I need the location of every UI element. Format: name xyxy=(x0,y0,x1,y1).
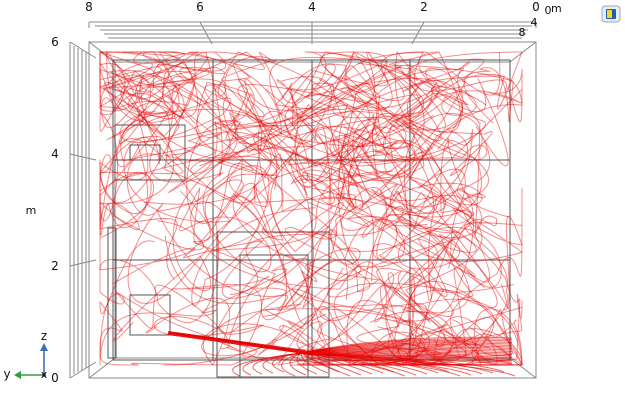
depth-axis-unit: m xyxy=(551,2,562,15)
streamline xyxy=(99,68,201,132)
streamline xyxy=(212,62,460,301)
triad-y-label: y xyxy=(3,367,10,381)
streamline xyxy=(284,94,393,309)
streamline xyxy=(332,51,493,228)
streamline xyxy=(274,51,487,162)
triad-origin xyxy=(42,373,46,377)
streamline xyxy=(290,51,461,180)
streamline xyxy=(199,78,434,214)
top-axis-tick-marks xyxy=(88,21,537,45)
left-tick-4: 4 xyxy=(51,147,59,161)
jet-core xyxy=(167,331,306,354)
left-axis-ticks: 6 4 2 0 m xyxy=(26,35,59,385)
streamline xyxy=(201,139,356,357)
streamline xyxy=(216,50,463,183)
streamline xyxy=(389,208,524,366)
streamline xyxy=(99,82,344,325)
streamline xyxy=(112,70,254,342)
streamline xyxy=(172,276,523,364)
streamline xyxy=(280,51,370,211)
streamline xyxy=(221,51,523,176)
streamline xyxy=(263,306,430,366)
axis-triad: z y x xyxy=(3,329,48,381)
depth-tick-8: 8 xyxy=(519,26,526,39)
streamline xyxy=(156,63,489,299)
streamline xyxy=(269,51,501,176)
left-tick-0: 0 xyxy=(51,371,59,385)
depth-tick-4: 4 xyxy=(531,16,538,29)
streamline xyxy=(311,51,446,238)
streamline xyxy=(99,51,226,129)
outlet-streamline xyxy=(304,351,513,364)
streamline xyxy=(115,75,316,306)
triad-z-arrow-icon xyxy=(40,343,48,351)
top-tick-0: 0 xyxy=(532,0,540,14)
streamline xyxy=(296,188,510,366)
streamline xyxy=(290,63,465,182)
streamline xyxy=(99,240,257,366)
top-tick-2: 2 xyxy=(420,0,428,14)
left-axis-unit: m xyxy=(26,204,37,217)
triad-x-label: x xyxy=(41,368,48,381)
streamline xyxy=(98,51,330,252)
streamline xyxy=(143,94,421,241)
streamline xyxy=(99,133,360,323)
streamline xyxy=(99,172,311,366)
streamline xyxy=(237,58,523,215)
streamlines xyxy=(98,50,524,377)
streamline xyxy=(106,51,371,147)
streamline xyxy=(98,136,445,304)
streamline xyxy=(123,136,498,366)
streamline xyxy=(99,62,279,222)
streamline xyxy=(302,68,523,190)
streamline xyxy=(347,136,483,260)
left-tick-6: 6 xyxy=(51,35,59,49)
top-axis-ticks: 8 6 4 2 0 xyxy=(85,0,540,14)
streamline xyxy=(99,51,374,282)
streamline xyxy=(162,51,349,300)
top-tick-8: 8 xyxy=(85,0,93,14)
triad-z-label: z xyxy=(41,329,47,343)
streamline xyxy=(212,51,523,323)
streamline xyxy=(304,123,411,282)
streamline xyxy=(232,183,477,317)
streamline xyxy=(123,65,403,194)
streamline xyxy=(98,62,265,205)
left-tick-2: 2 xyxy=(51,259,59,273)
streamline xyxy=(330,88,523,278)
inlet-streamline xyxy=(169,332,303,376)
depth-tick-0: 0 xyxy=(545,4,552,17)
depth-axis-ticks: 0 4 8 m xyxy=(519,2,562,39)
streamline xyxy=(245,50,378,211)
streamline xyxy=(188,51,507,176)
streamline xyxy=(380,77,514,293)
streamline xyxy=(228,75,488,199)
streamline xyxy=(99,50,178,280)
room-geometry xyxy=(107,59,511,378)
streamline xyxy=(118,51,265,144)
streamline xyxy=(425,62,498,269)
top-tick-4: 4 xyxy=(308,0,316,14)
streamline xyxy=(374,222,502,323)
streamline xyxy=(288,114,510,310)
triad-y-arrow-icon xyxy=(14,371,21,379)
top-tick-6: 6 xyxy=(196,0,204,14)
streamline xyxy=(179,51,288,321)
streamline xyxy=(308,129,482,239)
view-cube-icon xyxy=(601,5,621,23)
view-cube-button[interactable] xyxy=(601,5,621,23)
streamline xyxy=(99,51,448,214)
left-axis-tick-marks xyxy=(69,41,97,379)
streamline xyxy=(389,51,514,303)
